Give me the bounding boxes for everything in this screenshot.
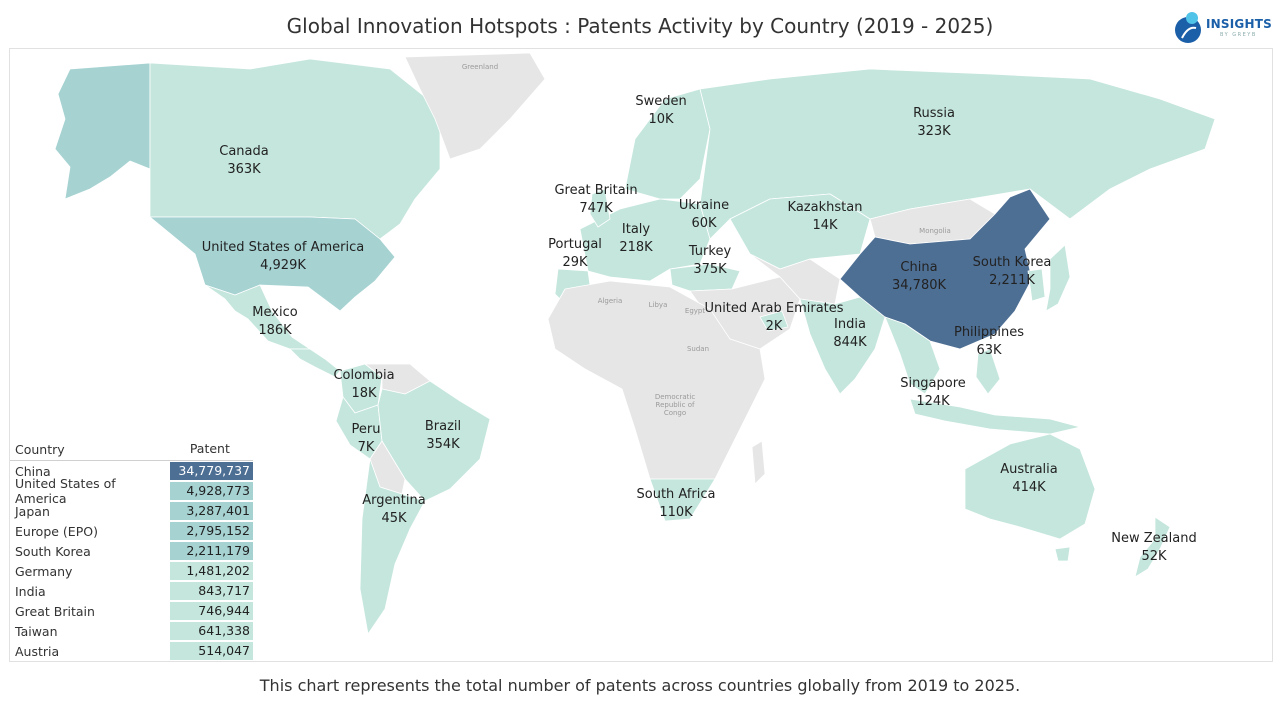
region-south-africa[interactable] xyxy=(649,478,716,522)
table-row[interactable]: United States of America 4,928,773 xyxy=(10,476,253,506)
chart-title: Global Innovation Hotspots : Patents Act… xyxy=(286,14,994,38)
country-cell: Taiwan xyxy=(15,623,58,639)
region-philippines[interactable] xyxy=(975,348,1001,395)
map-bg-label-sudan: Sudan xyxy=(686,345,710,353)
table-header: Country Patent Count xyxy=(10,438,253,474)
region-argentina[interactable] xyxy=(359,458,426,635)
map-label-australia[interactable]: Australia 414K xyxy=(1000,462,1058,495)
map-bg-label-algeria: Algeria xyxy=(597,297,623,305)
region-madagascar[interactable] xyxy=(751,440,766,485)
region-southeast-asia[interactable] xyxy=(884,316,941,395)
map-bg-label-libya: Libya xyxy=(648,301,668,309)
brand-logo: INSIGHTS BY GREYB xyxy=(1172,8,1272,48)
column-header-patent-count[interactable]: Patent Count xyxy=(189,441,230,474)
table-row[interactable]: Austria 514,047 xyxy=(10,641,253,661)
map-label-portugal[interactable]: Portugal 29K xyxy=(548,237,602,270)
map-label-argentina[interactable]: Argentina 45K xyxy=(362,493,426,526)
world-map[interactable]: Greenland Algeria Libya Egypt Sudan Demo… xyxy=(9,48,1273,662)
region-indonesia[interactable] xyxy=(909,398,1081,435)
map-label-philippines[interactable]: Philippines 63K xyxy=(953,325,1025,358)
logo-tagline: BY GREYB xyxy=(1220,32,1257,38)
region-great-britain[interactable] xyxy=(589,188,611,228)
patent-count-cell: 2,795,152 xyxy=(169,522,253,540)
patent-count-cell: 4,928,773 xyxy=(169,482,253,500)
map-label-colombia[interactable]: Colombia 18K xyxy=(333,368,395,401)
country-cell: South Korea xyxy=(15,543,91,559)
map-label-india[interactable]: India 844K xyxy=(833,317,867,350)
region-uae[interactable] xyxy=(759,310,789,332)
table-row[interactable]: Great Britain 746,944 xyxy=(10,601,253,621)
map-label-italy[interactable]: Italy 218K xyxy=(619,222,653,255)
region-japan[interactable] xyxy=(1045,244,1071,312)
country-cell: China xyxy=(15,463,51,479)
region-new-zealand[interactable] xyxy=(1134,516,1171,578)
map-label-canada[interactable]: Canada 363K xyxy=(219,144,269,177)
region-canada[interactable] xyxy=(149,58,441,240)
country-cell: Japan xyxy=(15,503,50,519)
map-label-kazakhstan[interactable]: Kazakhstan 14K xyxy=(787,200,863,233)
table-row[interactable]: South Korea 2,211,179 xyxy=(10,541,253,561)
map-label-brazil[interactable]: Brazil 354K xyxy=(424,419,462,452)
region-tasmania[interactable] xyxy=(1054,546,1071,562)
map-canvas xyxy=(54,52,1216,635)
region-india[interactable] xyxy=(799,296,886,395)
map-bg-label-drc: Democratic Republic of Congo xyxy=(654,393,696,417)
region-central-asia[interactable] xyxy=(749,253,841,305)
map-label-singapore[interactable]: Singapore 124K xyxy=(900,376,966,409)
table-row[interactable]: Taiwan 641,338 xyxy=(10,621,253,641)
map-label-south-africa[interactable]: South Africa 110K xyxy=(636,487,716,520)
country-cell: Germany xyxy=(15,563,73,579)
map-label-mexico[interactable]: Mexico 186K xyxy=(252,305,298,338)
patent-count-cell: 843,717 xyxy=(169,582,253,600)
table-row[interactable]: China 34,779,737 xyxy=(10,461,253,481)
country-cell: United States of America xyxy=(15,476,116,506)
map-label-china[interactable]: China 34,780K xyxy=(891,260,947,293)
chart-caption: This chart represents the total number o… xyxy=(259,676,1021,695)
table-body: China 34,779,737 United States of America 4… xyxy=(10,461,253,661)
logo-wordmark: INSIGHTS xyxy=(1206,17,1272,31)
map-bg-label-greenland: Greenland xyxy=(461,63,499,71)
patent-count-cell: 3,287,401 xyxy=(169,502,253,520)
region-europe[interactable] xyxy=(579,198,711,282)
region-alaska[interactable] xyxy=(54,62,151,200)
patent-count-cell: 1,481,202 xyxy=(169,562,253,580)
region-greenland[interactable] xyxy=(404,52,546,160)
region-central-america[interactable] xyxy=(289,348,341,378)
region-south-korea[interactable] xyxy=(1027,268,1046,302)
patent-count-cell: 514,047 xyxy=(169,642,253,660)
patent-count-cell: 641,338 xyxy=(169,622,253,640)
map-bg-label-mongolia: Mongolia xyxy=(919,227,951,235)
map-label-turkey[interactable]: Turkey 375K xyxy=(688,244,732,277)
map-label-usa[interactable]: United States of America 4,929K xyxy=(201,240,365,273)
country-cell: India xyxy=(15,583,46,599)
map-label-ukraine[interactable]: Ukraine 60K xyxy=(678,198,730,231)
map-label-uae[interactable]: United Arab Emirates 2K xyxy=(704,301,844,334)
map-label-new-zealand[interactable]: New Zealand 52K xyxy=(1111,531,1197,564)
map-label-great-britain[interactable]: Great Britain 747K xyxy=(554,183,638,216)
table-row[interactable]: Germany 1,481,202 xyxy=(10,561,253,581)
country-cell: Austria xyxy=(15,643,60,659)
map-label-peru[interactable]: Peru 7K xyxy=(351,422,381,455)
table-row[interactable]: India 843,717 xyxy=(10,581,253,601)
column-header-country[interactable]: Country xyxy=(15,441,65,457)
logo-mark-icon xyxy=(1175,12,1201,43)
patent-count-cell: 34,779,737 xyxy=(169,462,253,480)
patent-count-cell: 2,211,179 xyxy=(169,542,253,560)
country-cell: Great Britain xyxy=(15,603,95,619)
patent-count-table: Country Patent Count China34,779,737Unit… xyxy=(10,438,253,661)
region-russia[interactable] xyxy=(699,68,1216,240)
map-label-russia[interactable]: Russia 323K xyxy=(913,106,955,139)
patent-count-cell: 746,944 xyxy=(169,602,253,620)
table-row[interactable]: Japan 3,287,401 xyxy=(10,501,253,521)
map-bg-label-egypt: Egypt xyxy=(684,307,706,315)
country-cell: Europe (EPO) xyxy=(15,523,98,539)
table-row[interactable]: Europe (EPO) 2,795,152 xyxy=(10,521,253,541)
map-label-sweden[interactable]: Sweden 10K xyxy=(635,94,687,127)
map-label-south-korea[interactable]: South Korea 2,211K xyxy=(972,255,1052,288)
region-australia[interactable] xyxy=(964,433,1096,540)
